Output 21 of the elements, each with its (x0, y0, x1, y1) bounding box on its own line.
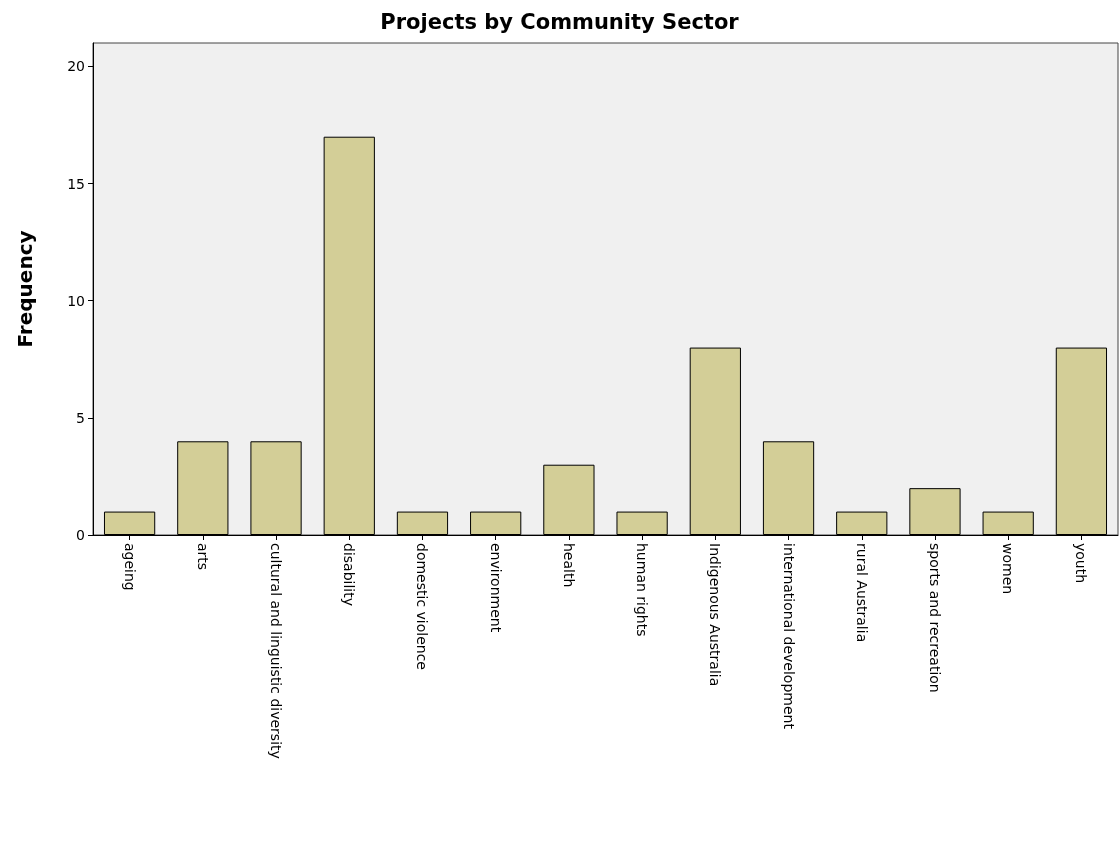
y-tick-label: 10 (67, 292, 85, 309)
x-tick-label: rural Australia (853, 543, 870, 643)
x-tick-label: disability (341, 543, 358, 606)
x-tick-label: youth (1073, 543, 1090, 584)
y-axis-title: Frequency (13, 230, 37, 348)
x-tick-label: health (560, 543, 577, 588)
y-tick-label: 15 (67, 175, 85, 192)
x-tick-label: Indigenous Australia (707, 543, 724, 687)
y-tick-label: 0 (76, 527, 85, 543)
y-tick-label: 20 (67, 58, 85, 75)
x-tick-label: domestic violence (414, 543, 431, 670)
x-tick-label: human rights (634, 543, 651, 637)
chart-title: Projects by Community Sector (380, 9, 740, 34)
x-tick-label: environment (487, 543, 504, 633)
x-tick-label: cultural and linguistic diversity (268, 543, 285, 759)
x-tick-label: ageing (121, 543, 138, 591)
y-tick-label: 5 (76, 409, 85, 426)
x-tick-label: international development (780, 543, 797, 730)
x-tick-label: sports and recreation (926, 543, 943, 693)
x-tick-label: arts (194, 543, 211, 571)
x-tick-label: women (1000, 543, 1017, 595)
